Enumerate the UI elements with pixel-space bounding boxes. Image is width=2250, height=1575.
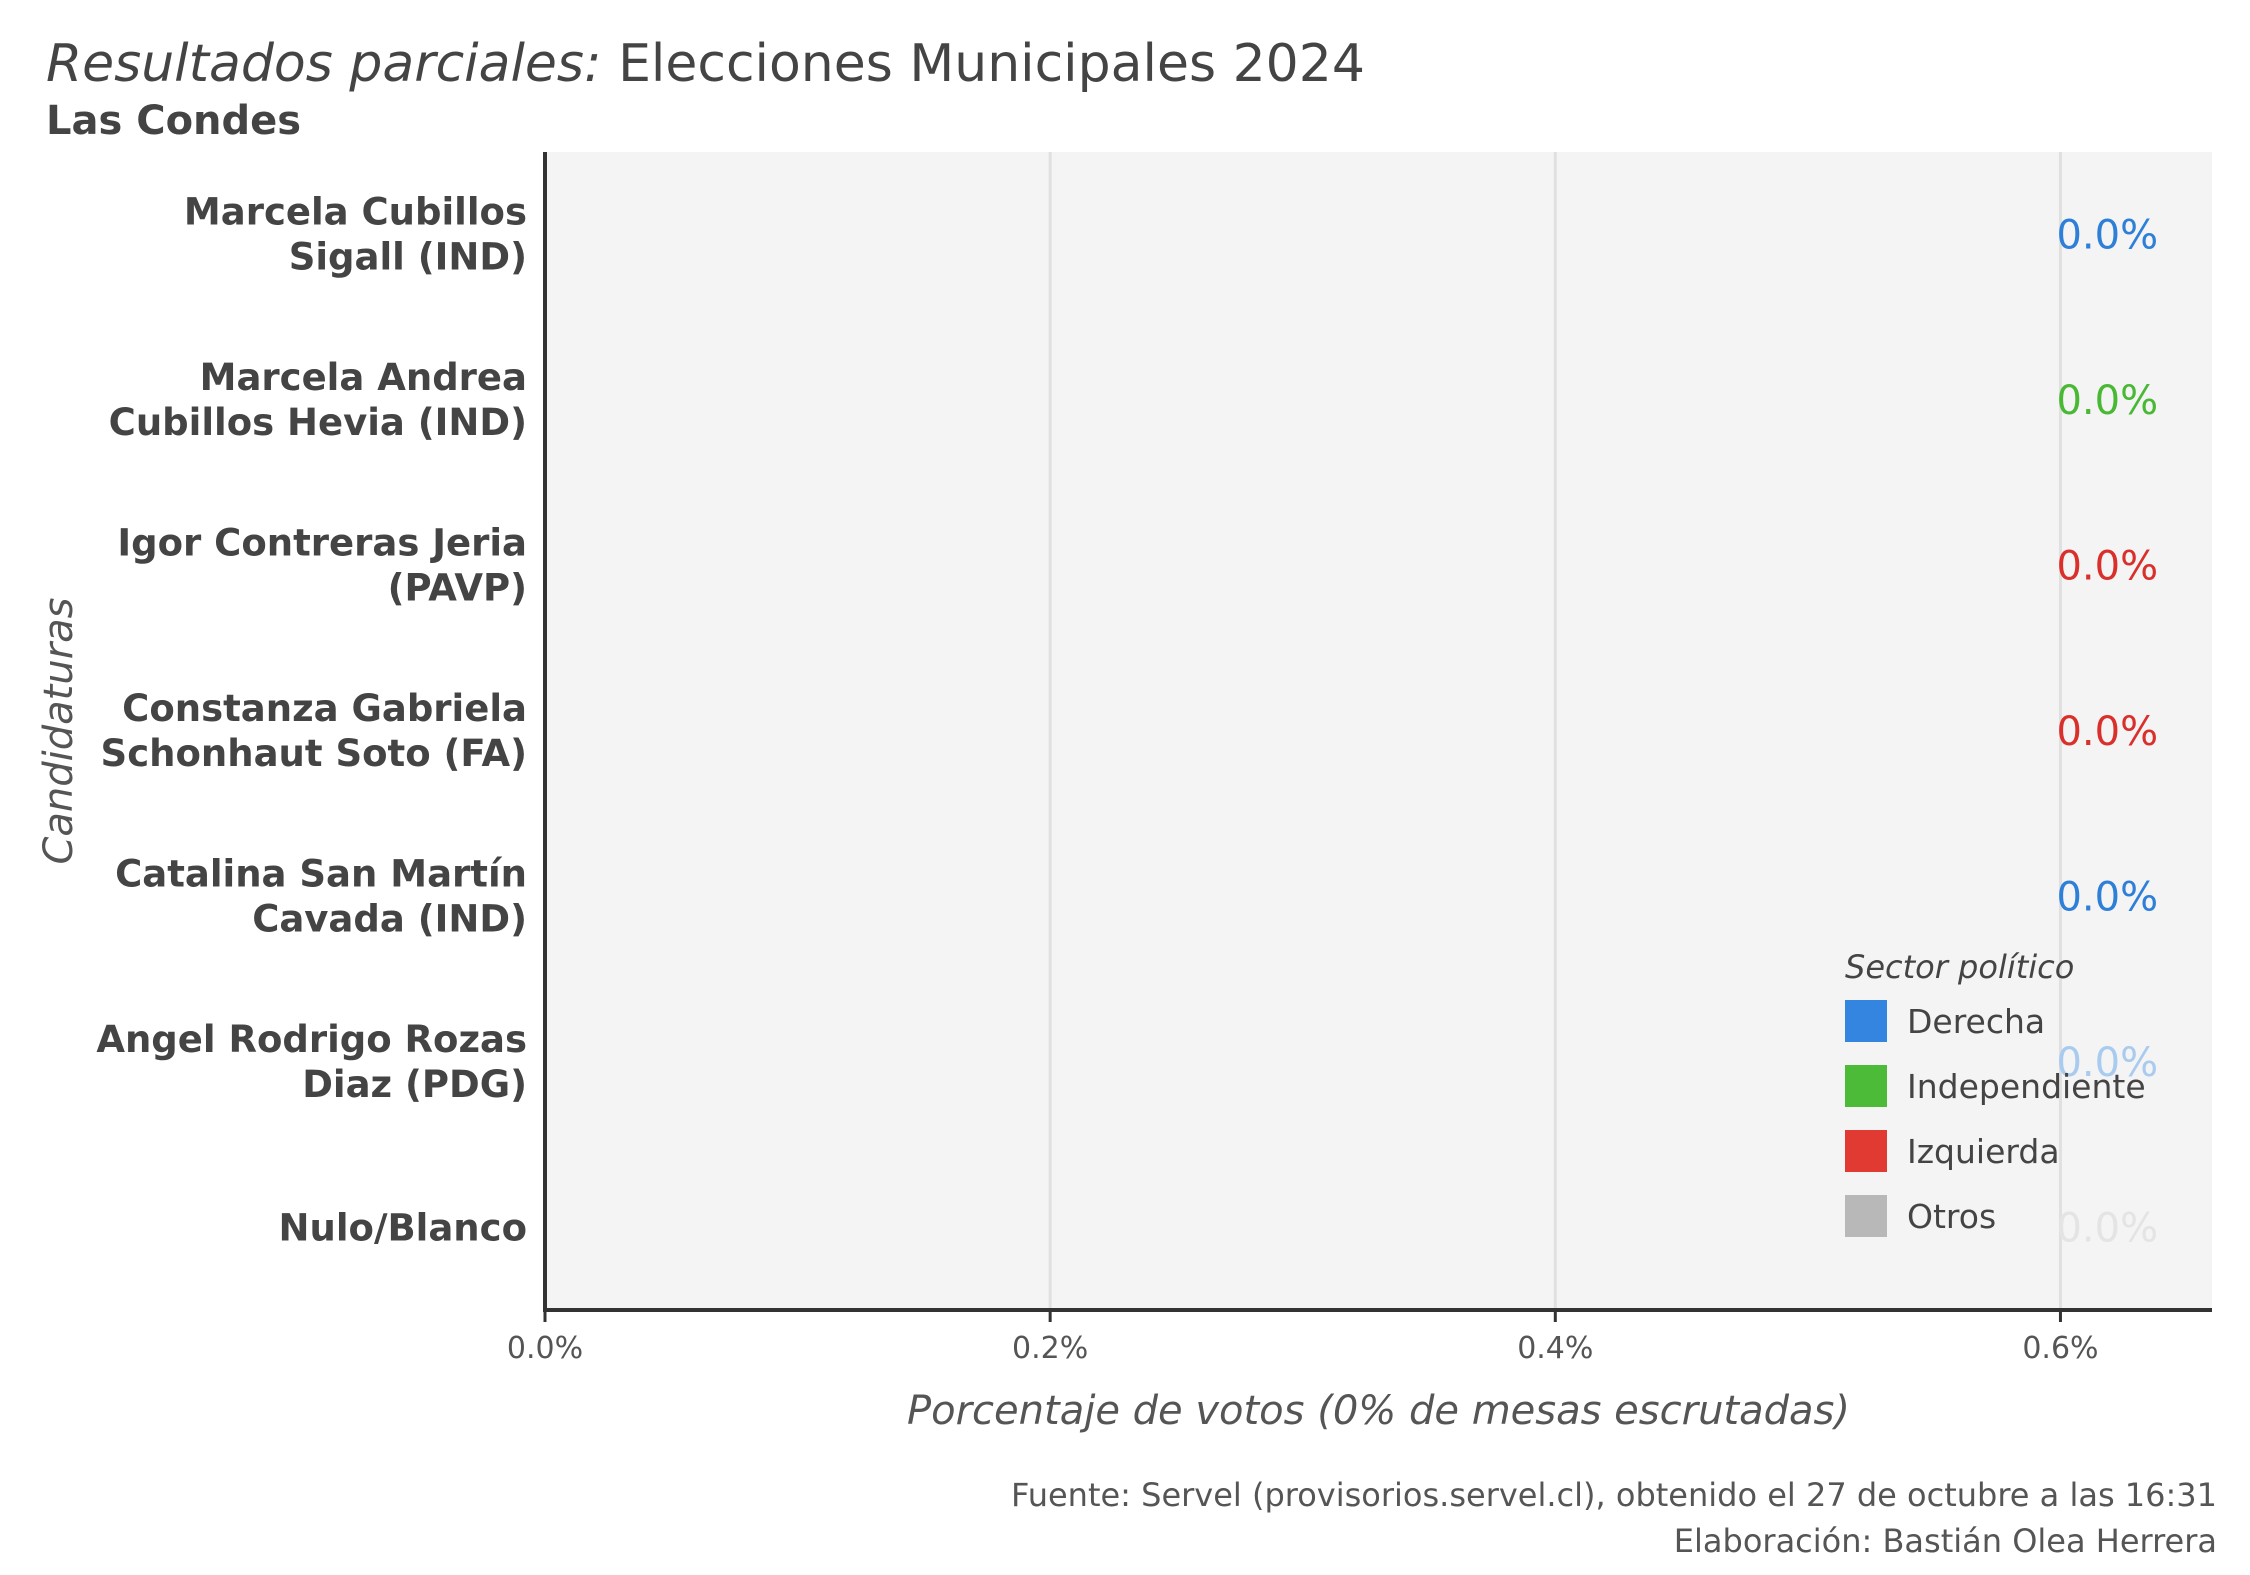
y-axis-title: Candidaturas	[36, 597, 82, 864]
legend-swatch-3	[1845, 1195, 1887, 1237]
x-tick-label-0: 0.0%	[507, 1331, 583, 1366]
caption-source: Fuente: Servel (provisorios.servel.cl), …	[1011, 1476, 2217, 1514]
category-label-4-line1: Catalina San Martín	[115, 852, 527, 895]
category-label-1-line1: Marcela Andrea	[200, 356, 527, 399]
value-label-4: 0.0%	[2056, 874, 2158, 920]
chart-subtitle: Las Condes	[46, 98, 302, 144]
category-label-1-line2: Cubillos Hevia (IND)	[109, 401, 527, 444]
x-tick-label-1: 0.2%	[1012, 1331, 1088, 1366]
value-label-3: 0.0%	[2056, 709, 2158, 755]
chart-title: Resultados parciales: Elecciones Municip…	[46, 34, 1365, 94]
category-label-2-line2: (PAVP)	[388, 567, 527, 610]
category-label-4-line2: Cavada (IND)	[252, 897, 527, 940]
value-label-0: 0.0%	[2056, 213, 2158, 259]
x-tick-label-2: 0.4%	[1517, 1331, 1593, 1366]
value-label-5: 0.0%	[2056, 1040, 2158, 1086]
value-label-6: 0.0%	[2056, 1205, 2158, 1251]
category-label-5-line2: Diaz (PDG)	[302, 1063, 527, 1106]
x-axis-title: Porcentaje de votos (0% de mesas escruta…	[907, 1388, 1850, 1434]
legend-label-1: Independiente	[1907, 1067, 2146, 1106]
category-label-0-line1: Marcela Cubillos	[184, 191, 527, 234]
category-label-2-line1: Igor Contreras Jeria	[117, 522, 527, 565]
legend-label-0: Derecha	[1907, 1002, 2045, 1041]
value-label-1: 0.0%	[2056, 378, 2158, 424]
legend-label-3: Otros	[1907, 1197, 1996, 1236]
legend-label-2: Izquierda	[1907, 1132, 2060, 1171]
category-label-5-line1: Angel Rodrigo Rozas	[96, 1018, 527, 1061]
x-tick-label-3: 0.6%	[2022, 1331, 2098, 1366]
legend-swatch-0	[1845, 1000, 1887, 1042]
title-main: Elecciones Municipales 2024	[618, 34, 1365, 94]
value-label-2: 0.0%	[2056, 544, 2158, 590]
category-label-3-line2: Schonhaut Soto (FA)	[101, 732, 527, 775]
title-prefix: Resultados parciales:	[46, 34, 602, 94]
legend-title: Sector político	[1845, 948, 2074, 986]
category-label-6: Nulo/Blanco	[279, 1206, 527, 1249]
category-label-3-line1: Constanza Gabriela	[122, 687, 527, 730]
legend-swatch-2	[1845, 1130, 1887, 1172]
caption-author: Elaboración: Bastián Olea Herrera	[1673, 1522, 2217, 1560]
legend-swatch-1	[1845, 1065, 1887, 1107]
plot-panel	[545, 152, 2212, 1310]
category-label-0-line2: Sigall (IND)	[289, 236, 527, 279]
